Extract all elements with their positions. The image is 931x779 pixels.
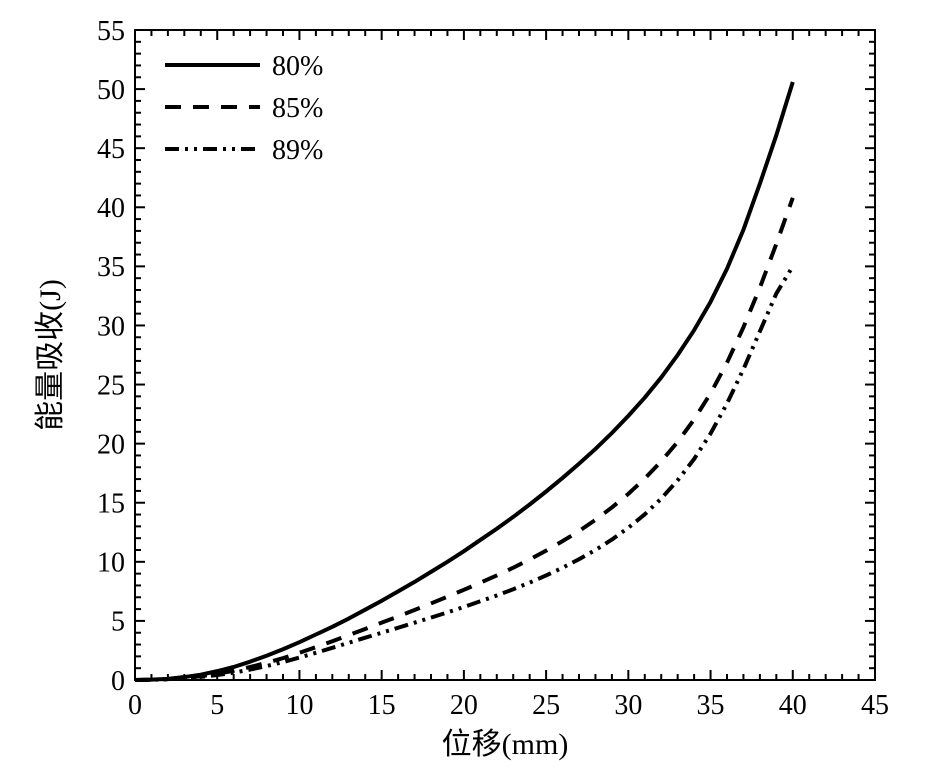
y-tick-label: 25 bbox=[97, 370, 125, 401]
x-tick-label: 10 bbox=[285, 690, 313, 721]
x-tick-label: 35 bbox=[697, 690, 725, 721]
y-tick-label: 15 bbox=[97, 489, 125, 520]
legend-label: 89% bbox=[272, 135, 323, 166]
x-tick-label: 40 bbox=[779, 690, 807, 721]
chart-svg: 0 5 10 15 20 25 30 35 40 45 位移(mm) 0 5 10 15 20 25 30 35 40… bbox=[0, 0, 931, 779]
y-tick-label: 55 bbox=[97, 16, 125, 47]
x-tick-label: 0 bbox=[128, 690, 142, 721]
y-tick-label: 10 bbox=[97, 548, 125, 579]
energy-absorption-chart: 0 5 10 15 20 25 30 35 40 45 位移(mm) 0 5 10 15 20 25 30 35 40… bbox=[0, 0, 931, 779]
x-axis-label: 位移(mm) bbox=[442, 728, 569, 761]
y-tick-label: 5 bbox=[111, 607, 125, 638]
x-tick-label: 20 bbox=[450, 690, 478, 721]
y-tick-label: 35 bbox=[97, 252, 125, 283]
y-tick-label: 40 bbox=[97, 193, 125, 224]
y-tick-label: 30 bbox=[97, 311, 125, 342]
legend-label: 80% bbox=[272, 51, 323, 82]
x-tick-label: 15 bbox=[368, 690, 396, 721]
y-axis-label: 能量吸收(J) bbox=[34, 279, 67, 431]
y-tick-label: 0 bbox=[111, 666, 125, 697]
y-tick-label: 45 bbox=[97, 134, 125, 165]
y-tick-label: 20 bbox=[97, 429, 125, 460]
y-tick-label: 50 bbox=[97, 75, 125, 106]
legend-label: 85% bbox=[272, 93, 323, 124]
x-tick-label: 25 bbox=[532, 690, 560, 721]
x-tick-label: 5 bbox=[210, 690, 224, 721]
x-tick-label: 30 bbox=[614, 690, 642, 721]
x-tick-label: 45 bbox=[861, 690, 889, 721]
